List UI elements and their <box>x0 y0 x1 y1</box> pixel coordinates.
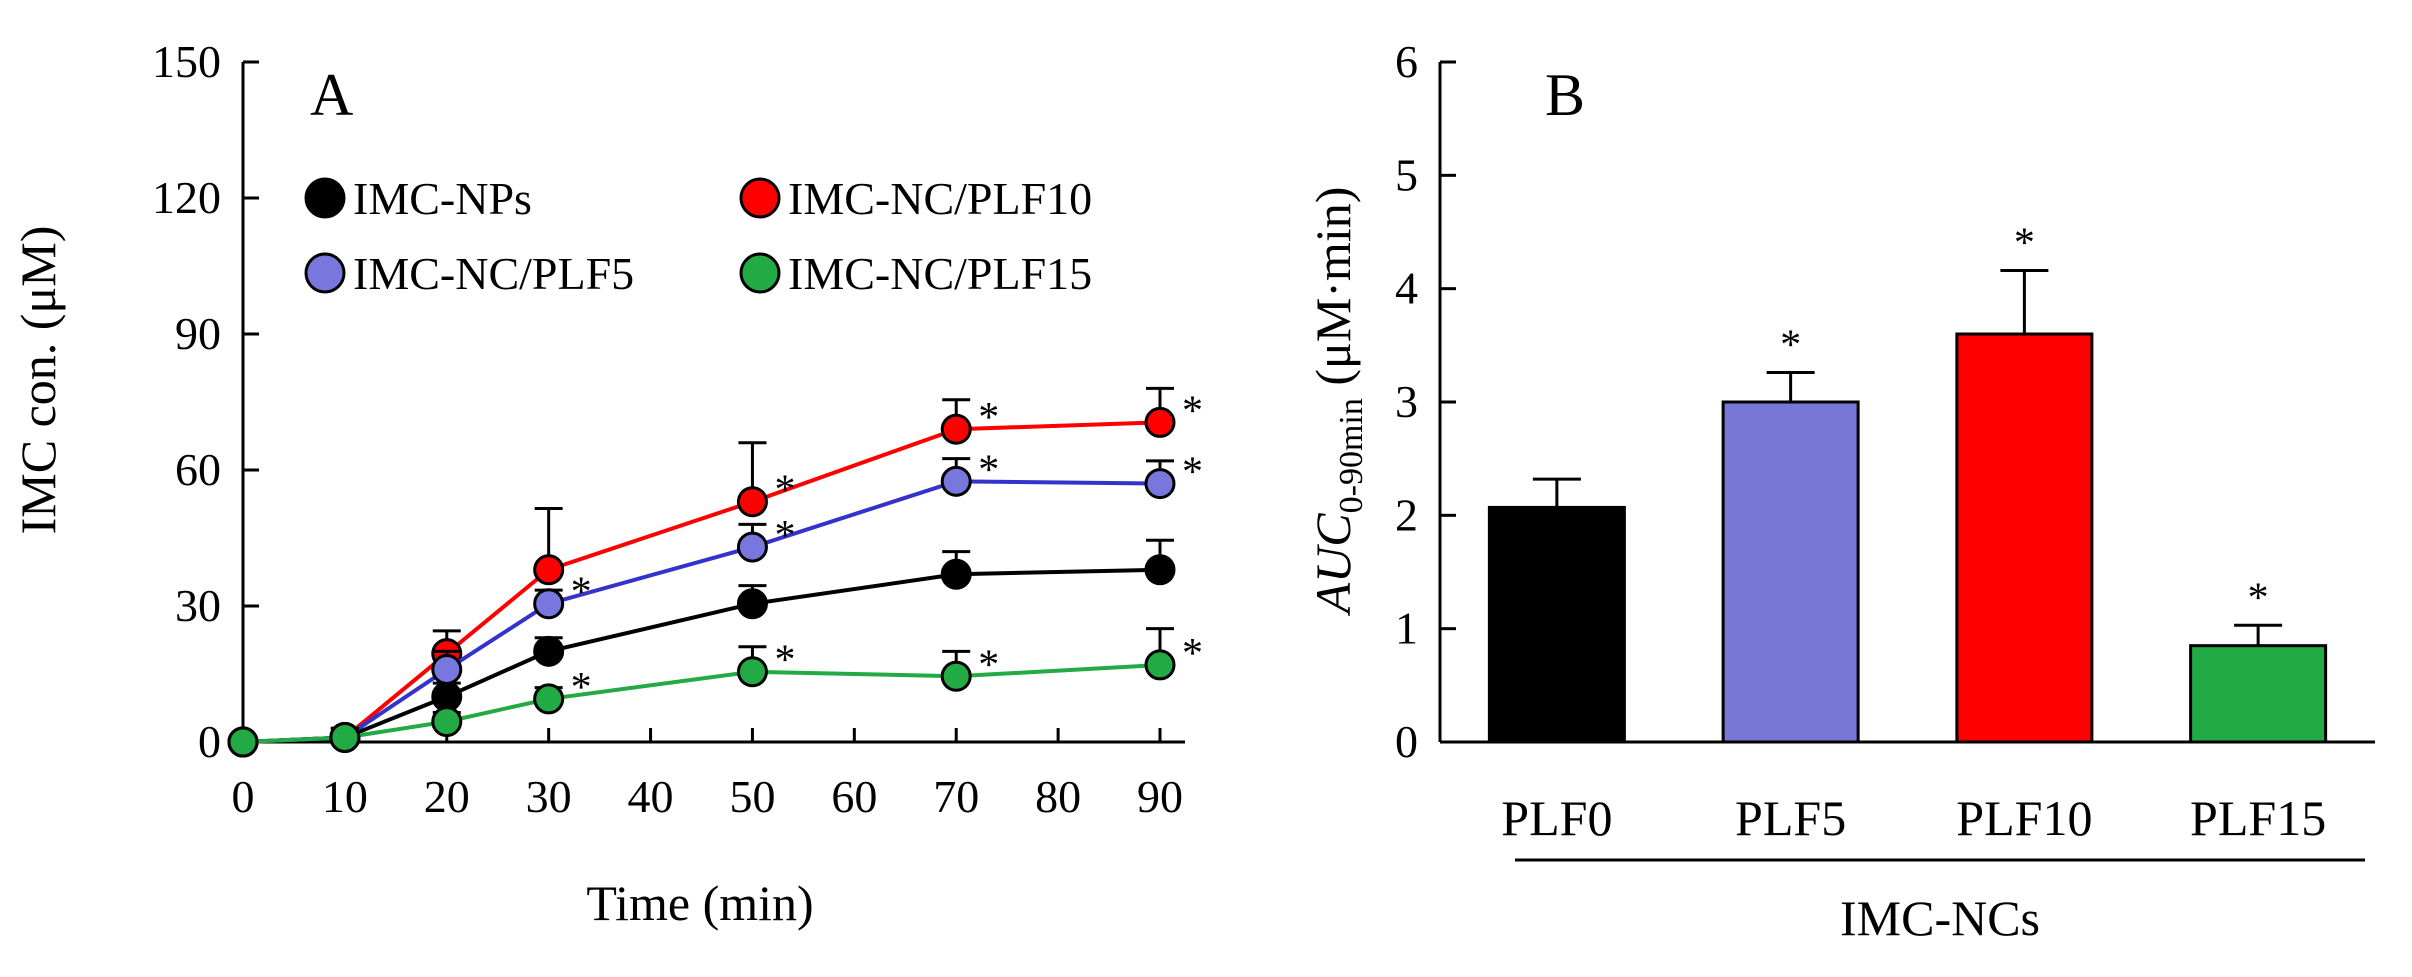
panel-a-significance-star: * <box>1182 450 1203 496</box>
panel-a-significance-star: * <box>1182 631 1203 677</box>
panel-a-data-point <box>1144 406 1176 438</box>
panel-a-data-point <box>940 413 972 445</box>
panel-b-category-label: PLF10 <box>1956 790 2092 846</box>
panel-a-series-line <box>242 662 1161 744</box>
panel-b-y-tick-label: 5 <box>1395 149 1418 200</box>
panel-b-significance-star: * <box>2014 221 2035 267</box>
panel-a-y-axis-title: IMC con. (μM) <box>10 226 66 535</box>
panel-a-data-point <box>940 660 972 692</box>
panel-b-significance-star: * <box>2248 575 2269 621</box>
panel-b-y-tick-label: 4 <box>1395 263 1418 314</box>
panel-a-data-point <box>1144 649 1176 681</box>
panel-b-bar <box>2189 644 2328 744</box>
panel-a-series-line <box>242 567 1161 744</box>
panel-a-data-point <box>533 588 565 620</box>
panel-b-category-label: PLF15 <box>2190 790 2326 846</box>
panel-a-data-point <box>329 721 361 753</box>
panel-a-significance-star: * <box>1182 388 1203 434</box>
panel-a-legend-label: IMC-NC/PLF5 <box>353 248 634 299</box>
panel-a-y-tick-label: 150 <box>152 36 221 87</box>
panel-a-significance-star: * <box>571 570 592 616</box>
panel-a-data-point <box>431 706 463 738</box>
panel-b-letter: B <box>1545 62 1585 128</box>
panel-a-data-point <box>1144 468 1176 500</box>
panel-a-significance-star: * <box>774 468 795 514</box>
panel-a-data-point <box>736 656 768 688</box>
panel-a-y-tick-label: 30 <box>175 580 221 631</box>
panel-a-series-line <box>242 420 1161 744</box>
panel-b-y-tick-label: 3 <box>1395 376 1418 427</box>
panel-a-data-point <box>736 588 768 620</box>
panel-a-significance-star: * <box>571 665 592 711</box>
panel-a-x-tick-label: 70 <box>933 771 979 822</box>
panel-a-x-tick-label: 50 <box>729 771 775 822</box>
panel-a-y-axis-title-group: IMC con. (μM) <box>10 226 66 535</box>
panel-b-y-tick-label: 1 <box>1395 603 1418 654</box>
panel-a-x-tick-label: 30 <box>526 771 572 822</box>
panel-a-y-tick-label: 60 <box>175 444 221 495</box>
panel-b-y-tick-label: 6 <box>1395 36 1418 87</box>
panel-a-x-tick-label: 20 <box>424 771 470 822</box>
panel-a-legend-marker <box>304 177 346 219</box>
panel-a-x-tick-label: 0 <box>232 771 255 822</box>
panel-b-y-axis-title: AUC0-90min (μM·min) <box>1305 187 1370 617</box>
panel-a-x-tick-label: 60 <box>831 771 877 822</box>
panel-b-y-tick-label: 0 <box>1395 716 1418 767</box>
panel-a-legend-marker <box>304 252 346 294</box>
panel-a-significance-star: * <box>978 447 999 493</box>
panel-a-y-tick-label: 120 <box>152 172 221 223</box>
panel-a-y-tick-label: 90 <box>175 308 221 359</box>
panel-a-letter: A <box>310 62 353 128</box>
panel-b-group-label: IMC-NCs <box>1840 890 2040 946</box>
panel-b-y-axis-title-unit: (μM·min) <box>1305 187 1361 386</box>
panel-a-significance-star: * <box>774 513 795 559</box>
panel-b-category-label: PLF0 <box>1501 790 1612 846</box>
panel-a-data-point <box>736 531 768 563</box>
panel-b-significance-star: * <box>1780 323 1801 369</box>
panel-a-x-axis-title: Time (min) <box>586 875 813 931</box>
panel-a-significance-star: * <box>978 642 999 688</box>
panel-a-significance-star: * <box>774 638 795 684</box>
panel-a-data-point <box>940 465 972 497</box>
panel-b-y-axis-title-subscript: 0-90min <box>1333 398 1370 513</box>
panel-b-bar-chart: B AUC0-90min (μM·min) IMC-NCs 0 1 2 3 4 5 6 PLF… <box>1305 36 2375 946</box>
panel-a-data-point <box>533 554 565 586</box>
panel-a-significance-star: * <box>978 395 999 441</box>
panel-b-bar <box>1721 400 1860 744</box>
panel-b-y-axis-title-group: AUC0-90min (μM·min) <box>1305 187 1370 617</box>
panel-a-data-point <box>227 726 259 758</box>
panel-a-x-tick-label: 10 <box>322 771 368 822</box>
panel-a-x-tick-label: 80 <box>1035 771 1081 822</box>
panel-b-bar <box>1955 332 2094 744</box>
panel-a-legend-label: IMC-NPs <box>353 173 532 224</box>
panel-a-x-tick-label: 90 <box>1137 771 1183 822</box>
panel-a-legend-marker <box>739 177 781 219</box>
panel-a-line-chart: A IMC con. (μM) Time (min) 0 30 60 90 120 150… <box>10 36 1203 931</box>
panel-a-data-point <box>533 683 565 715</box>
panel-a-legend-label: IMC-NC/PLF15 <box>788 248 1092 299</box>
panel-a-legend-label: IMC-NC/PLF10 <box>788 173 1092 224</box>
panel-a-data-point <box>533 635 565 667</box>
panel-a-data-point <box>1144 554 1176 586</box>
panel-b-y-axis-title-main: AUC <box>1305 513 1361 617</box>
panel-b-bar <box>1487 505 1626 744</box>
panel-b-category-label: PLF5 <box>1735 790 1846 846</box>
panel-a-legend-marker <box>739 252 781 294</box>
panel-a-y-tick-label: 0 <box>198 716 221 767</box>
panel-a-data-point <box>736 486 768 518</box>
panel-a-data-point <box>431 653 463 685</box>
panel-b-y-tick-label: 2 <box>1395 489 1418 540</box>
panel-a-data-point <box>940 558 972 590</box>
panel-a-x-tick-label: 40 <box>628 771 674 822</box>
panel-b-y-axis-title-spacer <box>1305 386 1361 399</box>
